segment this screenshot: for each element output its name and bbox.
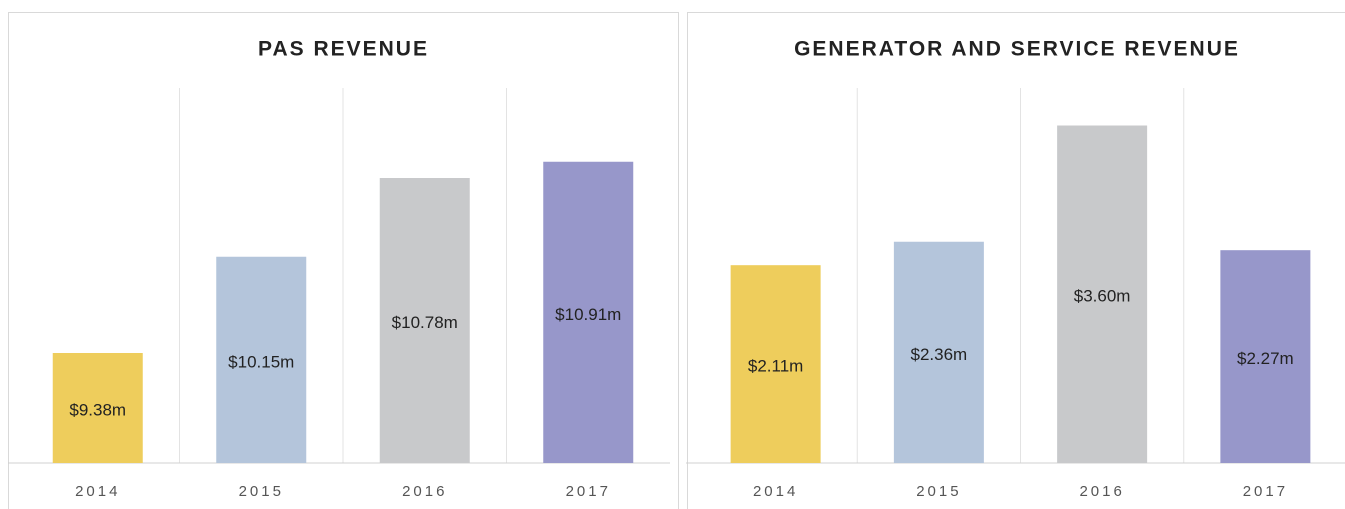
x-tick-label: 2015 bbox=[916, 483, 961, 500]
x-tick-label: 2017 bbox=[566, 483, 611, 500]
value-label: $10.78m bbox=[392, 313, 458, 332]
bar bbox=[543, 161, 634, 463]
x-tick-label: 2016 bbox=[402, 483, 447, 500]
bar bbox=[893, 241, 984, 463]
value-label: $9.38m bbox=[69, 400, 126, 419]
bar bbox=[52, 353, 143, 463]
chart-title: GENERATOR AND SERVICE REVENUE bbox=[794, 38, 1240, 61]
bar bbox=[1057, 125, 1148, 463]
value-label: $10.91m bbox=[555, 305, 621, 324]
bar bbox=[216, 256, 307, 463]
value-label: $2.36m bbox=[911, 345, 968, 364]
x-tick-label: 2014 bbox=[753, 483, 798, 500]
panel bbox=[687, 12, 1345, 509]
value-label: $10.15m bbox=[228, 352, 294, 371]
bar bbox=[1220, 250, 1311, 463]
x-tick-label: 2015 bbox=[239, 483, 284, 500]
bar bbox=[379, 178, 470, 463]
x-tick-label: 2017 bbox=[1243, 483, 1288, 500]
x-tick-label: 2016 bbox=[1079, 483, 1124, 500]
value-label: $2.27m bbox=[1237, 349, 1294, 368]
value-label: $3.60m bbox=[1074, 287, 1131, 306]
chart-title: PAS REVENUE bbox=[258, 38, 429, 61]
bar bbox=[730, 265, 821, 463]
x-tick-label: 2014 bbox=[75, 483, 120, 500]
value-label: $2.11m bbox=[748, 357, 803, 376]
panel bbox=[8, 12, 679, 509]
